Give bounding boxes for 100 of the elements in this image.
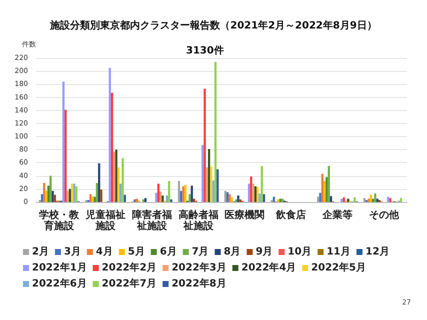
bar (96, 183, 98, 202)
bar (216, 169, 219, 202)
bar (258, 193, 261, 202)
legend-label: 2022年6月 (32, 278, 87, 290)
legend-label: 7月 (192, 246, 209, 258)
bar (120, 184, 122, 202)
bar (254, 186, 256, 202)
legend-label: 2022年2月 (102, 262, 157, 274)
bar (204, 88, 206, 202)
bar (330, 196, 332, 202)
x-tick-label: 学校・教育施設 (39, 209, 80, 232)
legend-label: 4月 (96, 246, 113, 258)
bar (239, 199, 242, 202)
bar (262, 194, 266, 202)
bar (328, 166, 330, 202)
bar (190, 186, 193, 202)
bar (108, 68, 111, 202)
bar (155, 192, 158, 202)
bar (214, 62, 217, 202)
bar (208, 148, 210, 202)
bar (252, 184, 254, 202)
bar (47, 186, 50, 202)
bar (224, 190, 226, 202)
legend-label: 2022年4月 (241, 262, 296, 274)
bar (40, 194, 44, 202)
legend-label: 2月 (32, 246, 49, 258)
legend-label: 2022年1月 (32, 262, 87, 274)
bar (321, 174, 324, 202)
bar (50, 176, 52, 202)
bar (110, 92, 114, 202)
bar (206, 167, 208, 202)
bar (400, 198, 402, 202)
bar (188, 194, 191, 202)
legend-label: 9月 (256, 246, 273, 258)
bar (281, 198, 284, 202)
bar (122, 158, 124, 202)
bar (142, 199, 144, 202)
bar (202, 145, 204, 202)
bar (374, 193, 376, 202)
bar (157, 184, 160, 202)
x-tick-label: 児童福祉施設 (84, 209, 126, 232)
x-tick-label: 障害者福祉施設 (132, 209, 172, 232)
x-tick-label: 企業等 (321, 209, 352, 221)
bar (372, 198, 374, 202)
bar (319, 192, 322, 202)
bar (210, 166, 212, 202)
bar (89, 194, 92, 202)
legend-label: 2022年3月 (172, 262, 226, 274)
bar (323, 181, 326, 202)
bar (235, 199, 238, 202)
legend-label: 6月 (160, 246, 177, 258)
bar (178, 181, 180, 202)
bar (43, 183, 46, 202)
bar (212, 180, 214, 202)
bar (64, 110, 67, 202)
bar (370, 194, 372, 202)
bar (192, 198, 196, 202)
bar (159, 192, 162, 202)
bar (98, 163, 100, 202)
bar (326, 177, 328, 202)
bar (250, 176, 252, 202)
bar (376, 198, 378, 202)
text: 3130件 (186, 44, 224, 56)
bar (226, 192, 229, 202)
bar (248, 184, 250, 202)
x-tick-label: 飲食店 (275, 209, 306, 221)
bar (180, 190, 182, 202)
x-tick-label: 医療機関 (224, 209, 265, 221)
bar (256, 186, 259, 202)
bar (363, 198, 366, 202)
bar (230, 197, 233, 202)
bar (354, 197, 356, 202)
bar (168, 181, 170, 202)
bar (45, 190, 48, 202)
bar (170, 199, 172, 202)
bar (117, 167, 120, 202)
legend-label: 2022年5月 (311, 262, 366, 274)
bar (124, 194, 126, 202)
bar (75, 186, 78, 202)
x-tick-label: その他 (368, 209, 400, 221)
legend-label: 11月 (326, 246, 350, 258)
legend-label: 3月 (64, 246, 81, 258)
legend-label: 2022年8月 (172, 278, 226, 290)
bar (100, 190, 102, 202)
chart-title: 施設分類別東京都内クラスター報告数（2021年2月～2022年8月9日） (49, 20, 377, 32)
bar (260, 166, 263, 202)
x-tick-label: 高齢者福祉施設 (178, 209, 218, 232)
legend-label: 12月 (365, 246, 390, 258)
legend-label: 8月 (224, 246, 241, 258)
bar (237, 195, 240, 202)
bar (144, 198, 147, 202)
bar (162, 195, 164, 202)
legend-label: 5月 (128, 246, 145, 258)
legend-label: 10月 (288, 246, 312, 258)
legend-label: 2022年7月 (102, 278, 157, 290)
bar (228, 194, 231, 202)
bar (52, 190, 54, 202)
bar (54, 194, 56, 202)
bar (166, 195, 168, 202)
bar (62, 82, 65, 202)
